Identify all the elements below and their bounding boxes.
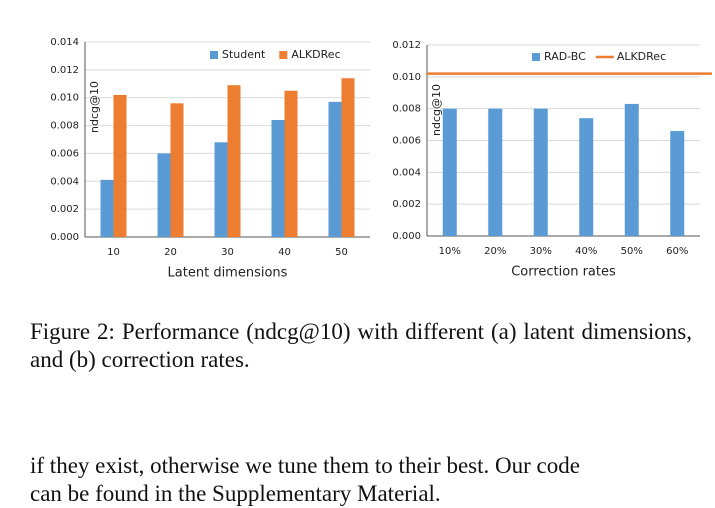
x-tick-label: 10 [107,247,120,258]
y-tick-label: 0.010 [392,72,421,83]
y-tick-label: 0.006 [50,148,79,159]
legend-swatch [532,53,540,61]
x-axis-title: Latent dimensions [168,266,288,281]
bar [284,90,298,237]
x-tick-label: 40 [278,247,291,258]
y-tick-label: 0.006 [392,136,421,147]
figure: 0.000 0.002 0.004 0.006 0.008 0.010 0.012 0.014… [50,37,712,281]
x-tick-label: 50% [621,246,643,257]
bar [488,108,503,236]
body-line: can be found in the Supplementary Materi… [30,481,441,506]
bar [214,142,228,237]
y-tick-label: 0.008 [392,104,421,115]
y-axis-title: ndcg@10 [430,84,443,136]
x-tick-label: 20 [164,247,177,258]
bar [341,78,355,237]
legend-label: Student [222,48,266,61]
y-tick-label: 0.002 [392,199,421,210]
bar [624,103,639,237]
bar [113,94,127,237]
body-line: if they exist, otherwise we tune them to… [30,453,580,478]
x-tick-label: 10% [439,246,461,257]
bar [271,120,285,237]
bar [328,101,342,238]
bar [227,85,241,237]
bar [100,179,114,237]
bar [157,153,171,237]
x-tick-label: 30% [530,246,552,257]
y-tick-label: 0.008 [50,121,79,132]
y-tick-label: 0.004 [392,167,421,178]
y-tick-label: 0.000 [392,231,421,242]
y-tick-label: 0.004 [50,176,79,187]
body-text: if they exist, otherwise we tune them to… [30,452,700,508]
x-axis-title: Correction rates [511,265,616,280]
bar [170,103,184,238]
y-tick-label: 0.010 [50,93,79,104]
legend-swatch [279,51,288,59]
y-tick-label: 0.012 [50,65,79,76]
legend-label: ALKDRec [291,48,340,61]
bar [442,108,457,236]
y-tick-label: 0.000 [50,232,79,243]
x-tick-label: 30 [221,247,234,258]
legend-label: RAD-BC [544,50,586,63]
legend-label: ALKDRec [617,50,666,63]
bar [670,130,685,236]
legend-swatch [210,51,218,59]
y-axis-title: ndcg@10 [88,81,101,133]
y-tick-label: 0.002 [50,204,79,215]
bar [533,108,548,236]
x-tick-label: 20% [484,246,506,257]
x-tick-label: 40% [575,246,597,257]
caption: Figure 2: Performance (ndcg@10) with dif… [30,319,692,372]
bar [579,118,594,236]
page: 0.000 0.002 0.004 0.006 0.008 0.010 0.012 0.014… [30,37,712,506]
y-tick-label: 0.012 [392,40,421,51]
x-tick-label: 50 [335,247,348,258]
y-tick-label: 0.014 [50,37,79,48]
x-tick-label: 60% [666,246,688,257]
